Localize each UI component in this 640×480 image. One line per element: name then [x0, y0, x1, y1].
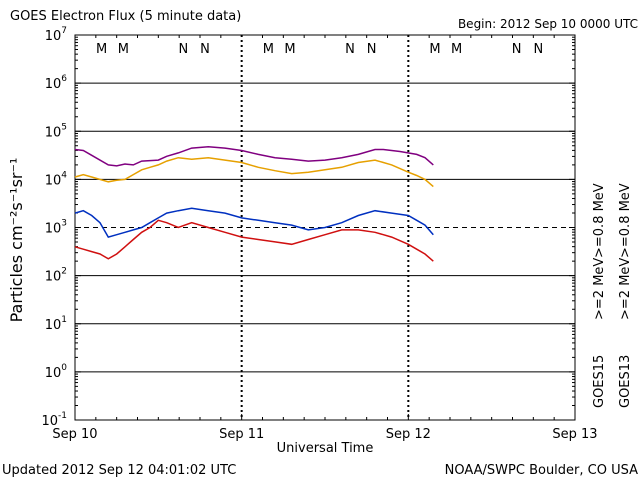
- y-tick-label: 100: [45, 363, 68, 381]
- legend-ge2-blue: >=2 MeV: [592, 258, 607, 320]
- decade-grid: [75, 82, 575, 373]
- y-tick-label: 106: [45, 74, 68, 92]
- legend-ge08-purple: >=0.8 MeV: [592, 183, 607, 258]
- x-tick-label: Sep 11: [219, 427, 264, 442]
- credit: NOAA/SWPC Boulder, CO USA: [445, 463, 638, 478]
- x-axis-ticks: Sep 10 Sep 11 Sep 12 Sep 13: [52, 35, 598, 442]
- y-axis-ticks: 107 106 105 104 103 102 101 100 10-1: [41, 26, 575, 429]
- y-tick-label: 102: [45, 267, 67, 285]
- series-line: [74, 207, 434, 238]
- position-marker: N: [178, 42, 188, 57]
- legend-ge2-red: >=2 MeV: [618, 258, 633, 320]
- chart-title: GOES Electron Flux (5 minute data): [10, 9, 241, 24]
- y-tick-label: 104: [45, 170, 68, 188]
- position-marker: M: [263, 42, 274, 57]
- y-tick-label: 105: [45, 122, 67, 140]
- position-marker: M: [96, 42, 107, 57]
- position-marker: M: [118, 42, 129, 57]
- position-marker: M: [451, 42, 462, 57]
- position-marker: M: [284, 42, 295, 57]
- position-marker: N: [512, 42, 522, 57]
- position-marker: N: [367, 42, 377, 57]
- y-axis-label: Particles cm⁻²s⁻¹sr⁻¹: [7, 158, 26, 323]
- day-separators: [240, 35, 410, 420]
- updated-time: Updated 2012 Sep 12 04:01:02 UTC: [2, 463, 236, 478]
- legend: >=0.8 MeV >=0.8 MeV >=2 MeV >=2 MeV GOES…: [592, 183, 633, 408]
- begin-time: Begin: 2012 Sep 10 0000 UTC: [458, 17, 638, 31]
- series-line: [74, 145, 434, 167]
- y-tick-label: 101: [45, 315, 67, 333]
- series-line: [74, 219, 434, 262]
- position-marker: N: [345, 42, 355, 57]
- legend-goes13: GOES13: [618, 355, 633, 408]
- y-tick-label: 103: [45, 219, 67, 237]
- y-tick-label: 107: [45, 26, 67, 44]
- position-marker: M: [429, 42, 440, 57]
- series-line: [74, 156, 434, 188]
- x-tick-label: Sep 10: [52, 427, 97, 442]
- position-marker: N: [533, 42, 543, 57]
- legend-goes15: GOES15: [592, 355, 607, 408]
- x-tick-label: Sep 12: [386, 427, 431, 442]
- position-marker: N: [200, 42, 210, 57]
- series-lines: [74, 145, 434, 262]
- legend-ge08-orange: >=0.8 MeV: [618, 183, 633, 258]
- y-tick-label: 10-1: [41, 411, 67, 429]
- x-axis-label: Universal Time: [277, 441, 374, 456]
- x-tick-label: Sep 13: [552, 427, 597, 442]
